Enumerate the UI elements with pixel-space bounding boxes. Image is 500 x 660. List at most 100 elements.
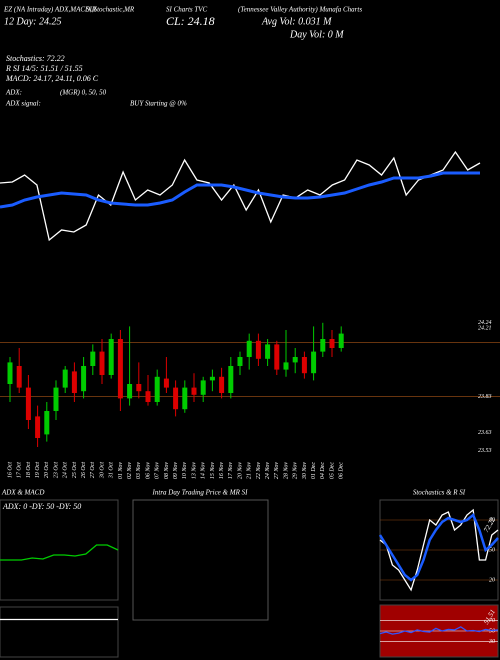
candle-body [53,387,59,411]
candle-body [329,339,335,348]
series-line [0,171,480,209]
panel-frame [132,499,269,621]
panel-title: ADX & MACD [1,489,44,497]
x-tick-label: 27 Nov [274,462,280,480]
candle-body [292,357,298,363]
x-tick-label: 31 Oct [109,462,115,479]
candle-body [117,339,123,399]
x-tick-label: 03 Nov [136,462,142,480]
header-text: Avg Vol: 0.031 M [261,16,332,27]
series-line [379,626,499,635]
candle-body [311,351,317,374]
series-line [378,512,499,582]
y-tick-label: 23.83 [478,394,492,400]
header-text: 12 Day: 24.25 [4,16,62,27]
x-tick-label: 06 Nov [145,462,151,480]
x-tick-label: 24 Oct [62,462,69,478]
x-tick-label: 28 Nov [283,462,289,480]
candle-body [90,351,96,366]
candle-body [246,340,252,357]
x-tick-label: 10 Nov [182,462,188,480]
x-tick-label: 19 Oct [35,462,41,478]
x-tick-label: 06 Dec [339,462,345,479]
candle-body [81,366,87,392]
candle-body [209,376,215,381]
y-tick-label: 24.21 [478,325,492,332]
x-tick-label: 01 Nov [118,462,124,480]
x-tick-label: 16 Oct [7,462,13,478]
header-text: (MGR) 0, 50, 50 [60,89,107,97]
x-tick-label: 13 Nov [191,462,197,480]
candle-body [25,387,31,420]
candle-body [136,384,142,392]
candle-body [163,378,169,388]
x-tick-label: 29 Nov [293,462,299,480]
candle-body [99,351,105,375]
y-tick-label: 30 [488,639,495,645]
header-text: BUY Starting @ 0% [130,100,187,108]
panel-frame [0,499,119,601]
candle-body [219,376,225,393]
x-tick-label: 04 Dec [319,462,326,479]
candle-body [108,339,114,375]
candle-body [127,384,133,399]
candle-body [71,371,77,393]
x-tick-label: 23 Oct [53,462,59,478]
x-tick-label: 20 Oct [44,462,50,478]
x-tick-label: 08 Nov [164,462,170,480]
y-tick-label: 50 [489,628,495,634]
y-tick-label: 80 [489,517,495,523]
candle-body [16,366,22,388]
annotation: ADX: 0 -DY: 50 -DY: 50 [2,502,81,511]
y-tick-label: 23.63 [478,430,492,436]
x-tick-label: 18 Oct [26,462,32,478]
y-tick-label: 20 [489,577,495,583]
x-tick-label: 17 Oct [17,462,23,478]
header-text: CL: 24.18 [166,14,215,28]
candle-body [182,387,188,410]
candle-body [191,387,197,395]
candle-body [7,362,13,384]
candle-body [200,380,206,395]
y-tick-label: 50 [489,547,495,553]
panel-title: Stochastics & R SI [413,489,466,497]
candle-body [145,391,151,402]
x-tick-label: 24 Nov [264,462,271,480]
y-tick-label: 70 [489,618,495,624]
panel-title: Intra Day Trading Price & MR SI [152,489,249,497]
x-tick-label: 09 Nov [173,462,179,480]
candle-body [265,344,271,359]
x-tick-label: 27 Oct [90,462,96,478]
y-tick-label: 23.53 [478,448,492,454]
header-text: ADX: [5,89,22,97]
series-line [0,544,119,561]
x-tick-label: 14 Nov [200,462,207,480]
candle-body [62,369,68,388]
x-tick-label: 15 Nov [210,462,216,480]
header-text: SI Charts TVC [166,6,208,14]
x-tick-label: 20 Nov [237,462,243,480]
x-tick-label: 02 Nov [127,462,133,480]
header-text: MACD: 24.17, 24.11, 0.06 C [5,74,99,83]
x-tick-label: 30 Nov [302,462,308,481]
header-text: R SI 14/5: 51.51 / 51.55 [5,64,83,73]
header-text: (Tennessee Valley Authority) Munafa Char… [238,6,362,14]
x-tick-label: 25 Oct [72,462,78,478]
candle-body [274,344,280,370]
x-tick-label: 07 Nov [155,462,161,480]
header-text: Day Vol: 0 M [289,29,344,40]
candle-body [35,416,41,438]
header-text: Stochastics: 72.22 [6,54,65,63]
x-tick-label: 01 Dec [311,462,317,479]
candle-body [255,340,261,359]
x-tick-label: 21 Nov [247,462,253,480]
candle-body [320,339,326,352]
candle-body [228,366,234,393]
y-tick-label: 24.24 [478,319,492,326]
candle-body [44,411,50,435]
candle-body [173,387,179,410]
candle-body [338,333,344,348]
header-text: SI,Stochastic,MR [86,6,135,14]
x-tick-label: 30 Oct [99,462,105,479]
